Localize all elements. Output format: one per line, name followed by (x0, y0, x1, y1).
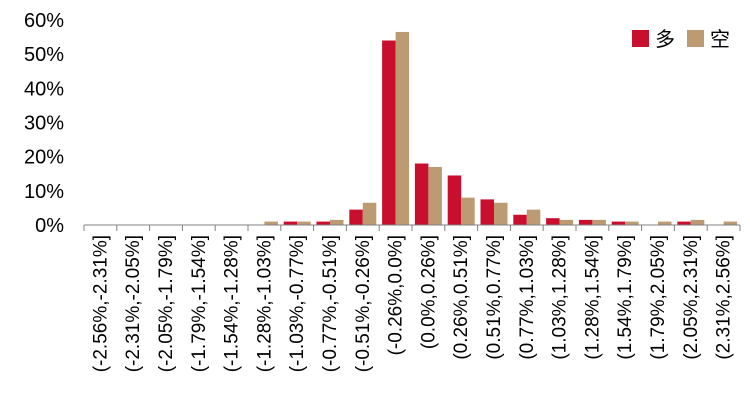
x-tick-label: (-2.31%,-2.05%] (123, 235, 144, 372)
x-tick-label: (0.77%,1.03%] (517, 235, 538, 360)
bar-short (297, 221, 311, 225)
bar-long (349, 209, 363, 226)
bar-short (428, 166, 442, 225)
bar-short (362, 202, 377, 225)
x-tick-label: (0.51%,0.77%] (484, 235, 505, 360)
bar-short (690, 219, 705, 226)
bar-short (723, 221, 738, 225)
y-tick-label: 20% (24, 147, 64, 169)
bar-short (625, 221, 639, 225)
y-tick-label: 50% (24, 44, 64, 66)
x-tick-label: (-0.77%,-0.51%] (320, 235, 341, 372)
bar-short (526, 209, 541, 226)
x-tick-label: (1.03%,1.28%] (550, 235, 571, 360)
bar-long (382, 40, 396, 225)
bar-short (494, 202, 508, 225)
x-tick-label: (-1.03%,-0.77%] (287, 235, 308, 372)
y-tick-label: 10% (24, 181, 64, 203)
bar-short (395, 31, 410, 226)
x-tick-label: (1.54%,1.79%] (615, 235, 636, 360)
legend-label-long: 多 (655, 27, 675, 51)
bar-long (611, 221, 626, 225)
y-tick-label: 40% (24, 78, 64, 100)
legend-label-short: 空 (710, 27, 730, 51)
x-tick-label: (-2.56%,-2.31%] (90, 235, 111, 372)
legend-swatch-long (632, 30, 649, 47)
x-tick-label: (-2.05%,-1.79%] (156, 235, 177, 372)
bar-long (447, 175, 462, 225)
bar-long (513, 214, 527, 225)
x-tick-label: (2.05%,2.31%] (681, 235, 702, 360)
x-tick-label: (0.0%,0.26%] (418, 235, 439, 349)
x-tick-label: (-1.54%,-1.28%] (222, 235, 243, 372)
y-axis: 0% 10% 20% 30% 40% 50% 60% (24, 10, 64, 237)
bar-short (264, 221, 278, 225)
x-tick-label: (-1.28%,-1.03%] (254, 235, 275, 372)
bar-long (578, 219, 593, 226)
x-tick-label: (-1.79%,-1.54%] (189, 235, 210, 372)
y-tick-label: 0% (35, 215, 64, 237)
bar-short (461, 197, 475, 225)
x-tick-label: (-0.26%,0.0%] (386, 235, 407, 355)
bar-long (546, 218, 560, 225)
bar-short (559, 219, 574, 226)
bar-long (414, 163, 429, 225)
y-tick-label: 60% (24, 10, 64, 32)
x-tick-label: (0.26%,0.51%] (451, 235, 472, 360)
bars (264, 31, 738, 226)
x-tick-label: (2.31%,2.56%] (714, 235, 735, 360)
legend: 多 空 (632, 27, 730, 51)
bar-long (677, 221, 691, 225)
bar-short (330, 219, 344, 226)
bar-long (283, 221, 298, 225)
x-tick-label: (1.28%,1.54%] (582, 235, 603, 360)
bar-short (592, 219, 606, 226)
legend-swatch-short (687, 30, 704, 47)
y-tick-label: 30% (24, 113, 64, 135)
bar-short (658, 221, 672, 225)
x-tick-label: (1.79%,2.05%] (648, 235, 669, 360)
bar-long (316, 221, 330, 225)
x-tick-label: (-0.51%,-0.26%] (353, 235, 374, 372)
bar-long (480, 199, 494, 226)
x-axis: (-2.56%,-2.31%] (-2.31%,-2.05%] (-2.05%,-1… (83, 224, 741, 372)
